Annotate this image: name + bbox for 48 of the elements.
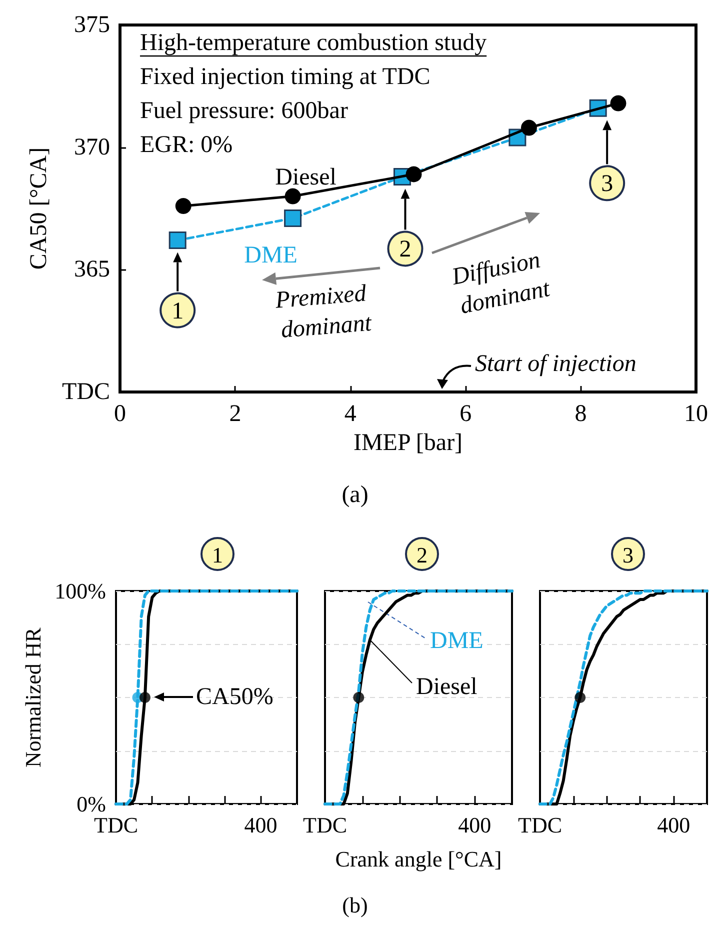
point	[520, 120, 537, 136]
text: (a)	[342, 482, 368, 508]
x-tick-label: 0	[114, 401, 126, 427]
y-tick-label: 365	[74, 256, 110, 283]
annotation: Fixed injection timing at TDC	[140, 64, 430, 90]
annotation: Fuel pressure: 600bar	[140, 98, 348, 124]
x-tick-label: 400	[244, 812, 278, 838]
annotation: EGR: 0%	[140, 132, 233, 158]
y-tick-label: 100%	[54, 578, 106, 604]
x-tick-label: TDC	[518, 812, 562, 838]
annotation: 1	[172, 298, 184, 324]
annotation: 2	[399, 236, 412, 263]
chart-title: 1	[212, 542, 223, 568]
series-label: DME	[430, 628, 484, 654]
x-tick-label: 10	[684, 401, 708, 427]
annotation: 3	[601, 171, 614, 198]
x-tick-label: 2	[229, 401, 242, 427]
chart-title: 3	[622, 542, 634, 568]
x-tick-label: 4	[344, 401, 356, 427]
x-tick-label: 400	[458, 812, 492, 838]
x-tick-label: 8	[574, 401, 587, 427]
point	[284, 210, 302, 228]
annotation: Premixed dominant	[273, 280, 374, 344]
x-axis-title: Crank angle [°CA]	[335, 846, 502, 872]
chart-title: 2	[416, 542, 428, 568]
y-tick-label: 370	[74, 134, 110, 160]
x-tick-label: TDC	[303, 812, 347, 838]
annotation: Start of injection	[475, 351, 636, 377]
text: (b)	[342, 892, 368, 918]
text: Diesel	[416, 674, 478, 700]
y-tick-label: TDC	[62, 379, 110, 405]
series-label: Diesel	[275, 164, 337, 190]
y-axis-title: Normalized HR	[20, 627, 46, 768]
y-tick-label: 375	[74, 12, 110, 38]
line-series	[114, 590, 298, 806]
point	[610, 95, 626, 112]
x-axis-title: IMEP [bar]	[353, 430, 463, 456]
annotation: High-temperature combustion study	[140, 30, 487, 56]
x-tick-label: 400	[657, 812, 690, 838]
point	[406, 166, 422, 182]
point	[168, 232, 186, 250]
annotation: CA50%	[196, 684, 274, 710]
x-tick-label: 6	[460, 401, 472, 427]
series-label: DME	[244, 242, 298, 268]
y-axis-title: CA50 [°CA]	[26, 147, 52, 270]
point	[175, 198, 192, 214]
point	[284, 188, 301, 204]
annotation: Diffusion dominant	[448, 246, 554, 320]
